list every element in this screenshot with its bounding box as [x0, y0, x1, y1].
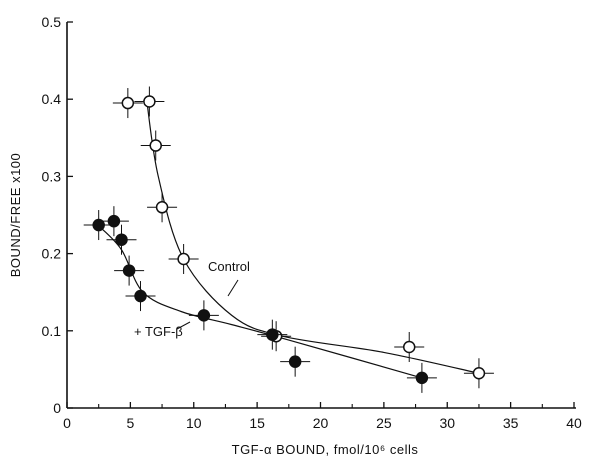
tgf-beta-point	[197, 309, 211, 322]
annotations: Control + TGF-β	[134, 259, 250, 339]
tgf-beta-point	[415, 371, 429, 385]
tgf-beta-point	[266, 328, 279, 341]
control-point	[177, 252, 190, 266]
y-tick-label: 0	[53, 400, 61, 416]
y-tick-label: 0.3	[42, 168, 62, 184]
x-tick-label: 25	[376, 415, 392, 431]
control-point	[472, 367, 486, 380]
control-point	[402, 340, 416, 354]
x-tick-label: 30	[439, 415, 455, 431]
tgf-beta-point	[288, 355, 302, 368]
tgf-beta-point	[92, 218, 105, 232]
x-tick-label: 10	[186, 415, 202, 431]
tgf-beta-point	[115, 233, 128, 246]
y-axis-title: BOUND/FREE x100	[8, 153, 23, 278]
x-tick-label: 20	[313, 415, 329, 431]
x-axis-title: TGF-α BOUND, fmol/10⁶ cells	[232, 442, 419, 457]
x-tick-label: 40	[566, 415, 582, 431]
x-tick-label: 5	[126, 415, 134, 431]
x-tick-label: 15	[249, 415, 265, 431]
control-point	[149, 139, 162, 152]
control-point	[155, 201, 169, 214]
control-fit-curve	[146, 101, 480, 374]
tgf-beta-fit-curve	[98, 225, 423, 379]
tgf-beta-annotation-pointer	[176, 321, 191, 330]
axes: 0 5 10 15 20 25 30 35 40 0 0.1 0.2 0.3 0.4 0.5	[42, 14, 582, 431]
control-annotation: Control	[208, 259, 250, 274]
tgf-beta-point	[107, 214, 121, 228]
tgf-beta-point	[122, 264, 136, 277]
y-tick-label: 0.4	[42, 91, 62, 107]
y-tick-label: 0.5	[42, 14, 62, 30]
data-points	[83, 86, 494, 393]
tgf-beta-point	[134, 289, 147, 303]
control-point	[143, 95, 156, 108]
y-tick-label: 0.2	[42, 246, 62, 262]
x-tick-label: 35	[503, 415, 519, 431]
y-tick-label: 0.1	[42, 323, 62, 339]
control-annotation-pointer	[227, 279, 239, 297]
control-point	[121, 96, 135, 110]
tgf-beta-annotation: + TGF-β	[134, 324, 183, 339]
x-tick-label: 0	[63, 415, 71, 431]
